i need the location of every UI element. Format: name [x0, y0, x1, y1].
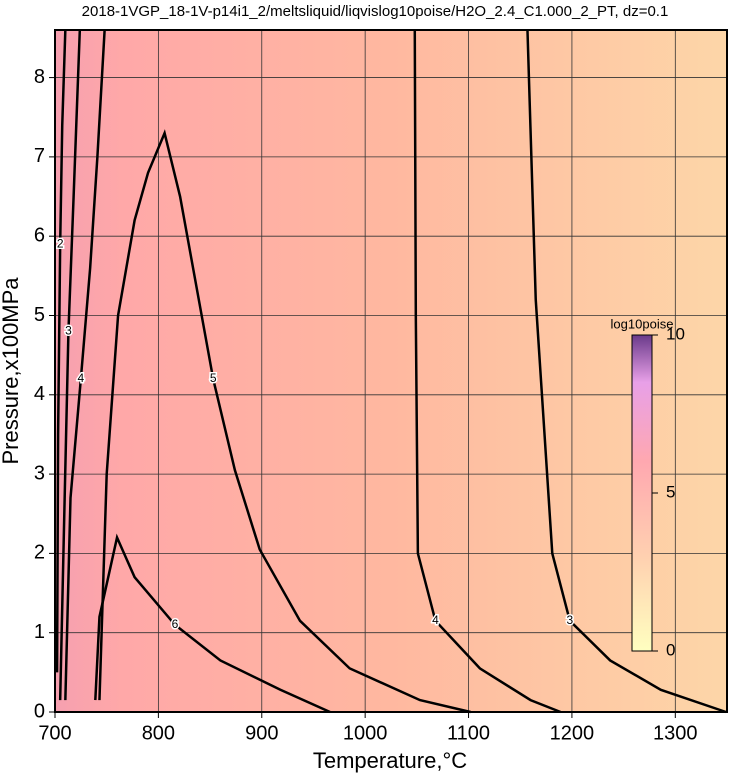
x-axis-label: Temperature,°C	[313, 748, 467, 773]
contour-line	[526, 29, 727, 714]
colorbar-tick-label: 5	[666, 482, 675, 501]
contour-label: 3	[567, 613, 574, 627]
x-tick-label: 1200	[550, 722, 595, 744]
contour-line	[58, 29, 82, 701]
plot-background	[55, 30, 727, 712]
y-tick-label: 4	[34, 383, 45, 405]
x-tick-label: 1000	[343, 722, 388, 744]
y-tick-label: 8	[34, 66, 45, 88]
y-tick-label: 5	[34, 304, 45, 326]
y-tick-label: 0	[34, 700, 45, 722]
y-tick-label: 6	[34, 224, 45, 246]
chart-title: 2018-1VGP_18-1V-p14i1_2/meltsliquid/liqv…	[82, 3, 669, 20]
contour-label: 2	[57, 236, 64, 250]
plot-frame	[54, 29, 728, 713]
contour-label: 4	[432, 613, 439, 627]
contour-line	[98, 129, 471, 714]
x-tick-label: 900	[245, 722, 278, 744]
contour-label: 4	[78, 371, 85, 385]
y-tick-label: 7	[34, 145, 45, 167]
colorbar-tick-label: 10	[666, 324, 685, 343]
contour-label: 3	[65, 324, 72, 338]
x-tick-label: 700	[38, 722, 71, 744]
x-tick-label: 1100	[447, 722, 490, 744]
y-tick-label: 2	[34, 542, 45, 564]
x-tick-label: 800	[142, 722, 175, 744]
contour-line	[55, 29, 67, 673]
y-tick-label: 1	[34, 621, 45, 643]
y-tick-label: 3	[34, 462, 45, 484]
plot-layer: 3 4 5 6 4 3 2	[54, 29, 727, 714]
contour-line	[94, 533, 331, 714]
contour-line	[413, 29, 562, 714]
contour-label: 5	[210, 371, 217, 385]
colorbar-tick-label: 0	[666, 640, 675, 659]
colorbar-label: log10poise	[611, 316, 674, 331]
contour-line	[64, 29, 106, 701]
y-axis-label: Pressure,x100MPa	[0, 277, 23, 465]
colorbar	[631, 334, 653, 652]
x-tick-label: 1300	[653, 722, 698, 744]
contour-label: 6	[172, 617, 179, 631]
